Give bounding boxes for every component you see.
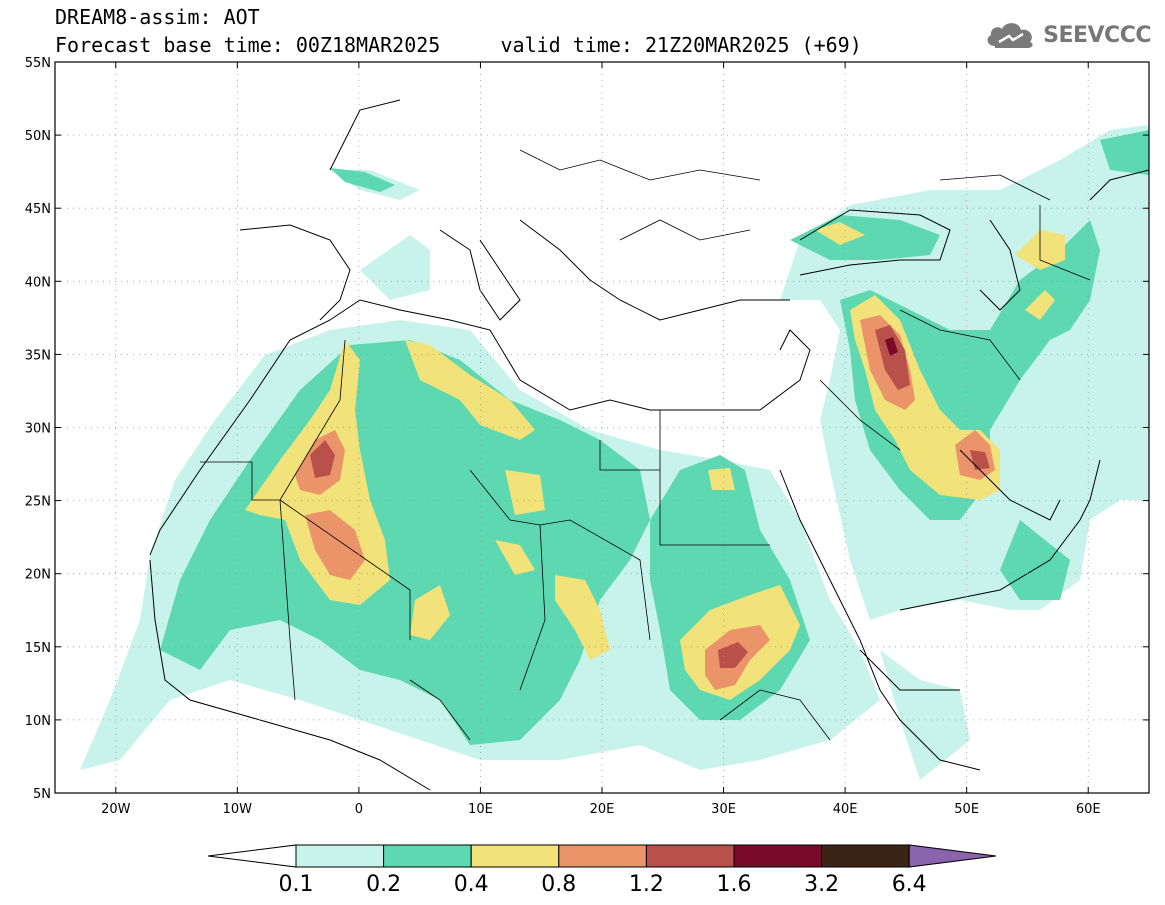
lat-tick-label: 5N [33, 787, 51, 802]
colorbar-label: 6.4 [892, 872, 927, 897]
lon-tick-label: 30E [711, 802, 736, 817]
lon-tick-label: 60E [1076, 802, 1101, 817]
map-title: DREAM8-assim: AOT [55, 5, 260, 29]
lat-tick-label: 20N [25, 568, 51, 583]
colorbar-segment [383, 844, 472, 868]
lon-tick-label: 20W [101, 802, 131, 817]
aot-level-1-2 [310, 325, 990, 668]
logo-text: SEEVCCC [1043, 22, 1151, 48]
colorbar-label: 0.1 [279, 872, 314, 897]
lat-tick-label: 25N [25, 495, 51, 510]
lat-tick-label: 30N [25, 422, 51, 437]
lat-tick-label: 45N [25, 202, 51, 217]
lat-tick-label: 55N [25, 56, 51, 71]
map-frame [54, 61, 1150, 794]
colorbar-labels: 0.1 0.2 0.4 0.8 1.2 1.6 3.2 6.4 [279, 872, 927, 897]
map-grid [55, 61, 1149, 794]
country-borders [200, 149, 1091, 741]
colorbar-label: 1.6 [717, 872, 752, 897]
forecast-time-info: Forecast base time: 00Z18MAR2025 valid t… [55, 33, 862, 57]
colorbar-segment [295, 844, 385, 868]
aot-field [80, 125, 1149, 780]
colorbar-segment [470, 844, 560, 868]
longitude-labels: 20W 10W 0 10E 20E 30E 40E 50E 60E [101, 802, 1101, 817]
colorbar-segment [733, 844, 823, 868]
aot-level-1-6 [885, 337, 898, 356]
lat-tick-label: 40N [25, 275, 51, 290]
cloud-icon [987, 23, 1033, 48]
lat-tick-label: 50N [25, 129, 51, 144]
lon-tick-label: 40E [833, 802, 858, 817]
colorbar-under-triangle [207, 844, 297, 868]
colorbar-segment [821, 844, 910, 868]
lon-tick-label: 20E [590, 802, 615, 817]
colorbar-over-triangle [908, 844, 997, 868]
colorbar-label: 3.2 [804, 872, 839, 897]
lat-tick-label: 15N [25, 641, 51, 656]
colorbar-label: 0.4 [454, 872, 489, 897]
seevccc-logo: SEEVCCC [983, 18, 1151, 52]
colorbar-label: 0.2 [366, 872, 401, 897]
lon-tick-label: 0 [355, 802, 363, 817]
colorbar-segment [645, 844, 735, 868]
lat-tick-label: 35N [25, 348, 51, 363]
colorbar-segment [558, 844, 647, 868]
lat-tick-label: 10N [25, 714, 51, 729]
lon-tick-label: 10W [223, 802, 253, 817]
latitude-labels: 55N 50N 45N 40N 35N 30N 25N 20N 15N 10N 5N [25, 56, 51, 802]
lon-tick-label: 10E [468, 802, 493, 817]
colorbar [207, 844, 997, 868]
colorbar-label: 1.2 [629, 872, 664, 897]
colorbar-label: 0.8 [541, 872, 576, 897]
coastlines [149, 99, 1149, 791]
lon-tick-label: 50E [954, 802, 979, 817]
